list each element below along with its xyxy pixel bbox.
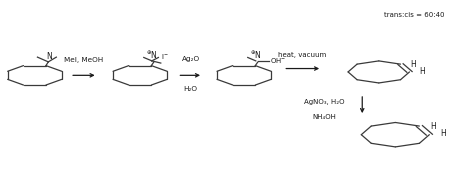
Text: H: H: [410, 61, 416, 69]
Text: Ag₂O: Ag₂O: [182, 56, 200, 62]
Text: OH$^{-}$: OH$^{-}$: [271, 56, 287, 65]
Text: $^{\oplus}$N: $^{\oplus}$N: [146, 50, 158, 61]
Text: H: H: [440, 129, 446, 138]
Text: H: H: [430, 122, 436, 131]
Text: N: N: [46, 51, 52, 61]
Text: $^{\oplus}$N: $^{\oplus}$N: [250, 50, 262, 61]
Text: MeI, MeOH: MeI, MeOH: [64, 57, 103, 63]
Text: H: H: [419, 67, 425, 76]
Text: NH₄OH: NH₄OH: [312, 114, 337, 120]
Text: I$^{-}$: I$^{-}$: [161, 52, 168, 61]
Text: heat, vacuum: heat, vacuum: [278, 52, 326, 58]
Text: AgNO₃, H₂O: AgNO₃, H₂O: [304, 99, 345, 105]
Text: trans:cis = 60:40: trans:cis = 60:40: [384, 12, 445, 18]
Text: H₂O: H₂O: [184, 86, 198, 92]
